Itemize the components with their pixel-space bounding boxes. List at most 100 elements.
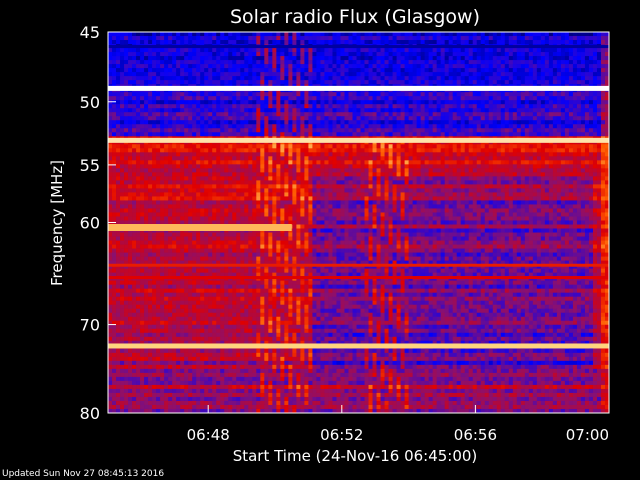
heatmap-cell [372,52,377,57]
heatmap-cell [176,104,181,109]
heatmap-cell [436,80,442,85]
heatmap-cell [504,96,510,101]
heatmap-cell [148,32,153,37]
heatmap-cell [304,120,309,125]
heatmap-cell [560,152,566,157]
heatmap-cell [364,156,369,161]
heatmap-cell [596,160,602,165]
heatmap-cell [284,148,289,153]
heatmap-cell [128,112,133,117]
heatmap-cell [564,160,570,165]
heatmap-cell [128,124,133,129]
heatmap-cell [488,160,494,165]
heatmap-cell [496,68,502,73]
heatmap-cell [236,76,241,81]
heatmap-cell [300,72,305,77]
heatmap-cell [572,68,578,73]
heatmap-cell [268,124,273,129]
heatmap-cell [156,32,161,37]
heatmap-cell [132,40,137,45]
heatmap-cell [544,120,550,125]
heatmap-cell [384,64,389,69]
heatmap-cell [392,68,397,73]
heatmap-cell [420,172,426,177]
heatmap-cell [564,64,570,69]
heatmap-cell [264,164,269,169]
heatmap-cell [312,76,317,81]
heatmap-cell [192,48,197,53]
heatmap-cell [512,40,518,45]
heatmap-cell [248,108,253,113]
heatmap-cell [196,188,201,193]
heatmap-cell [188,40,193,45]
heatmap-cell [220,96,225,101]
heatmap-cell [584,128,590,133]
heatmap-cell [544,76,550,81]
heatmap-cell [516,176,522,181]
heatmap-cell [136,184,141,189]
heatmap-cell [496,148,502,153]
heatmap-cell [524,80,530,85]
heatmap-cell [316,60,321,65]
heatmap-cell [168,176,173,181]
heatmap-cell [336,132,341,137]
heatmap-cell [500,72,506,77]
heatmap-cell [180,180,185,185]
heatmap-cell [548,180,554,185]
heatmap-cell [580,80,586,85]
heatmap-cell [188,124,193,129]
heatmap-cell [192,144,197,149]
heatmap-cell [176,176,181,181]
heatmap-cell [340,180,345,185]
heatmap-cell [384,164,389,169]
heatmap-cell [204,104,209,109]
heatmap-cell [284,52,289,57]
heatmap-cell [140,128,145,133]
heatmap-cell [532,76,538,81]
heatmap-cell [484,52,490,57]
heatmap-cell [440,180,446,185]
heatmap-cell [136,112,141,117]
heatmap-cell [488,68,494,73]
heatmap-cell [176,96,181,101]
heatmap-cell [404,112,409,117]
heatmap-cell [152,128,157,133]
heatmap-cell [496,144,502,149]
heatmap-cell [476,64,482,69]
heatmap-cell [156,124,161,129]
heatmap-cell [524,32,530,37]
heatmap-cell [548,72,554,77]
heatmap-cell [568,144,574,149]
heatmap-cell [492,96,498,101]
heatmap-cell [260,188,265,193]
heatmap-cell [188,184,193,189]
heatmap-cell [564,100,570,105]
heatmap-cell [368,176,373,181]
heatmap-cell [268,68,273,73]
heatmap-cell [164,168,169,173]
heatmap-cell [272,76,277,81]
heatmap-cell [180,36,185,41]
heatmap-cell [576,148,582,153]
heatmap-cell [604,108,610,113]
heatmap-cell [476,152,482,157]
heatmap-cell [508,176,514,181]
heatmap-cell [488,152,494,157]
heatmap-cell [180,68,185,73]
heatmap-cell [580,164,586,169]
heatmap-cell [288,104,293,109]
heatmap-cell [508,80,514,85]
heatmap-cell [424,148,430,153]
heatmap-cell [544,184,550,189]
heatmap-cell [412,132,418,137]
heatmap-cell [364,80,369,85]
heatmap-cell [116,76,121,81]
heatmap-cell [604,124,610,129]
heatmap-cell [208,108,213,113]
heatmap-cell [320,160,325,165]
heatmap-cell [420,164,426,169]
heatmap-cell [504,132,510,137]
heatmap-cell [300,128,305,133]
heatmap-cell [516,108,522,113]
heatmap-cell [492,184,498,189]
